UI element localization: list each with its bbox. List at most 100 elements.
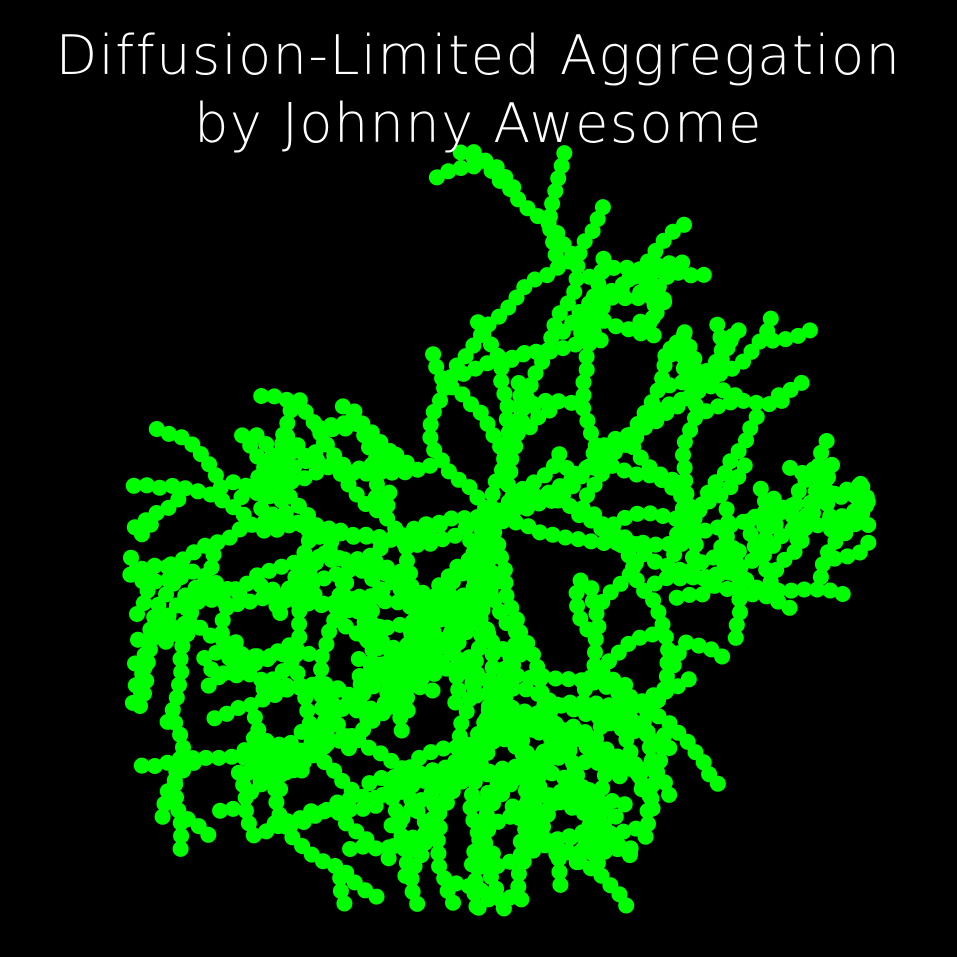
particle (732, 604, 748, 621)
particle (529, 344, 546, 361)
particle (164, 477, 181, 494)
particle (359, 710, 376, 727)
particle (465, 812, 482, 829)
particle (517, 782, 534, 799)
particle (508, 624, 524, 640)
particle (358, 465, 375, 482)
particle (225, 474, 242, 491)
particle (494, 513, 511, 530)
particle (250, 721, 267, 738)
particle (491, 350, 508, 367)
particle (807, 466, 823, 483)
particle (428, 169, 445, 186)
particle (658, 570, 675, 587)
particle (618, 897, 635, 914)
particle (592, 332, 609, 349)
particle (747, 508, 763, 525)
particle (197, 567, 214, 584)
particle (615, 823, 632, 840)
particle (387, 802, 404, 819)
particle (154, 808, 171, 825)
particle (616, 509, 633, 526)
particle (574, 827, 591, 844)
particle (392, 709, 409, 726)
particle (682, 267, 699, 284)
particle (627, 555, 644, 572)
particle (172, 559, 189, 576)
particle (823, 521, 839, 538)
particle (160, 571, 177, 588)
particle (159, 754, 176, 771)
particle (544, 195, 561, 212)
particle (261, 562, 278, 579)
particle (462, 532, 479, 549)
particle (289, 665, 306, 682)
particle (323, 551, 340, 568)
particle (839, 548, 856, 565)
particle (644, 626, 661, 643)
particle (349, 416, 366, 433)
particle (777, 331, 794, 348)
particle (748, 408, 765, 425)
particle (300, 645, 317, 662)
particle (668, 589, 685, 606)
particle (324, 421, 341, 438)
particle (566, 283, 583, 300)
particle (570, 531, 587, 548)
particle (512, 833, 529, 850)
particle (759, 323, 776, 340)
particle (164, 701, 181, 718)
particle (818, 433, 835, 449)
particle (759, 507, 776, 524)
particle (818, 482, 835, 499)
particle (572, 610, 589, 627)
particle (123, 549, 139, 566)
particle (578, 361, 595, 378)
particle (622, 688, 639, 705)
particle (595, 250, 612, 267)
particle (773, 392, 790, 409)
particle (620, 321, 637, 338)
particle (568, 584, 585, 601)
particle (512, 846, 529, 863)
particle (350, 732, 367, 749)
particle (573, 672, 590, 689)
particle (406, 858, 423, 875)
particle (526, 271, 543, 288)
particle (247, 740, 264, 757)
particle (478, 710, 495, 727)
particle (513, 891, 530, 908)
particle (590, 618, 607, 635)
particle (634, 534, 651, 551)
particle (336, 895, 353, 912)
particle (364, 641, 381, 658)
particle (434, 531, 451, 548)
particle (497, 463, 514, 480)
particle (384, 464, 400, 481)
particle (435, 740, 452, 757)
particle (514, 802, 531, 819)
particle (258, 477, 275, 494)
particle (405, 591, 422, 608)
particle (505, 680, 521, 697)
particle (173, 827, 190, 844)
particle (709, 775, 726, 792)
particle (738, 432, 754, 449)
particle (418, 516, 435, 533)
particle (500, 476, 516, 493)
particle (796, 581, 813, 598)
particle (632, 284, 649, 301)
particle (762, 310, 779, 327)
particle (561, 253, 578, 270)
particle (534, 668, 551, 685)
particle (270, 473, 287, 490)
particle (371, 462, 388, 479)
particle (208, 644, 225, 661)
particle (525, 646, 541, 663)
particle (504, 349, 521, 366)
particle (859, 493, 876, 510)
particle (478, 723, 495, 740)
particle (686, 370, 703, 387)
particle (499, 398, 516, 415)
